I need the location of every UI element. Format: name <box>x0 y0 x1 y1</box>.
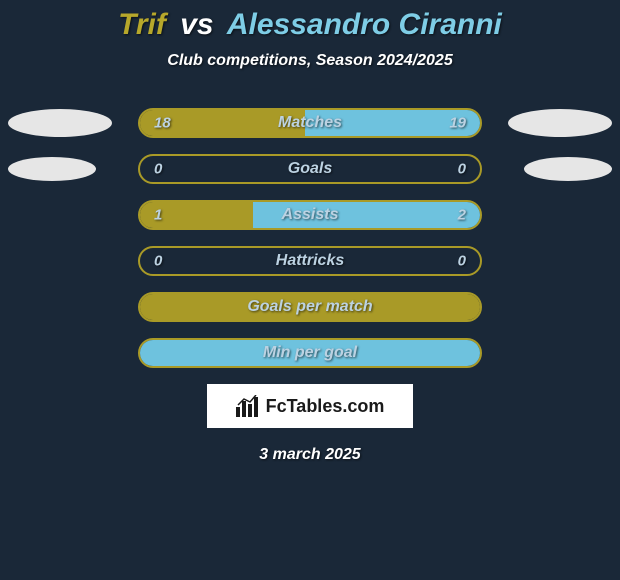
watermark-text: FcTables.com <box>266 396 385 417</box>
stat-bar: Min per goal <box>138 338 482 368</box>
watermark: FcTables.com <box>207 384 413 428</box>
stat-value-player2: 19 <box>449 115 466 132</box>
team-badge-left <box>8 157 96 181</box>
stat-row: Matches 18 19 <box>0 108 620 138</box>
team-badge-left <box>8 109 112 137</box>
comparison-title: Trif vs Alessandro Ciranni <box>0 0 620 42</box>
player2-name: Alessandro Ciranni <box>227 8 502 41</box>
stat-bar: Hattricks 0 0 <box>138 246 482 276</box>
stat-label: Matches <box>278 114 342 132</box>
stat-row: Goals per match <box>0 292 620 322</box>
stat-value-player1: 0 <box>154 253 162 270</box>
team-badge-right <box>508 109 612 137</box>
stat-label: Hattricks <box>276 252 344 270</box>
stat-label: Assists <box>282 206 339 224</box>
stat-value-player1: 1 <box>154 207 162 224</box>
stat-bar: Assists 1 2 <box>138 200 482 230</box>
stat-label: Goals per match <box>247 298 372 316</box>
bars-icon <box>236 395 260 417</box>
stat-row: Assists 1 2 <box>0 200 620 230</box>
subtitle: Club competitions, Season 2024/2025 <box>0 52 620 70</box>
stat-value-player2: 0 <box>458 253 466 270</box>
team-badge-right <box>524 157 612 181</box>
player1-name: Trif <box>118 8 166 41</box>
stat-value-player2: 0 <box>458 161 466 178</box>
date: 3 march 2025 <box>0 446 620 464</box>
vs-separator: vs <box>180 8 213 41</box>
stat-value-player2: 2 <box>458 207 466 224</box>
stat-bar: Goals 0 0 <box>138 154 482 184</box>
stat-bar: Goals per match <box>138 292 482 322</box>
stat-bar: Matches 18 19 <box>138 108 482 138</box>
stat-label: Min per goal <box>263 344 357 362</box>
stat-row: Goals 0 0 <box>0 154 620 184</box>
stats-chart: Matches1819Goals00Assists12Hattricks00Go… <box>0 108 620 368</box>
stat-label: Goals <box>288 160 332 178</box>
stat-row: Min per goal <box>0 338 620 368</box>
stat-row: Hattricks 0 0 <box>0 246 620 276</box>
stat-value-player1: 18 <box>154 115 171 132</box>
stat-value-player1: 0 <box>154 161 162 178</box>
